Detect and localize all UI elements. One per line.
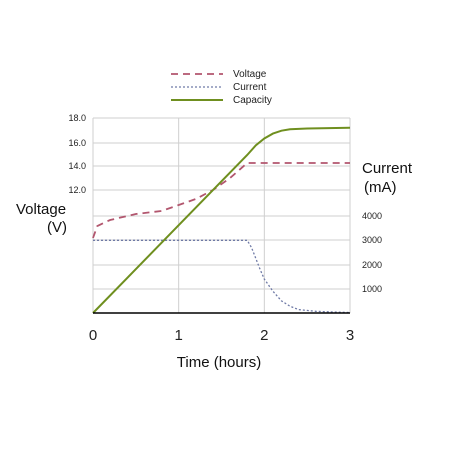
current-tick-label: 4000 (362, 211, 382, 221)
voltage-tick-label: 16.0 (68, 138, 86, 148)
voltage-tick-label: 18.0 (68, 113, 86, 123)
x-tick-label: 3 (346, 327, 354, 344)
x-axis-title: Time (hours) (177, 354, 261, 371)
series-line-voltage (92, 162, 350, 239)
series-line-capacity (92, 126, 351, 314)
voltage-axis-title: Voltage (16, 201, 66, 218)
current-tick-label: 2000 (362, 260, 382, 270)
x-tick-label: 1 (174, 327, 182, 344)
legend-label-current: Current (233, 82, 267, 93)
current-tick-label: 3000 (362, 235, 382, 245)
tick-labels: 12.0 14.0 16.0 18.0 1000 2000 3000 4000 0 1 2 3 (68, 113, 382, 344)
voltage-tick-label: 14.0 (68, 161, 86, 171)
current-axis-title: Current (362, 160, 413, 177)
legend-label-voltage: Voltage (233, 69, 267, 80)
current-tick-label: 1000 (362, 284, 382, 294)
legend: Voltage Current Capacity (171, 69, 272, 106)
current-axis-unit: (mA) (364, 179, 397, 196)
x-tick-label: 2 (260, 327, 268, 344)
legend-label-capacity: Capacity (233, 95, 272, 106)
series-layer (92, 126, 351, 314)
voltage-axis-unit: (V) (47, 219, 67, 236)
x-tick-label: 0 (89, 327, 97, 344)
series-line-current (93, 239, 351, 314)
voltage-tick-label: 12.0 (68, 185, 86, 195)
